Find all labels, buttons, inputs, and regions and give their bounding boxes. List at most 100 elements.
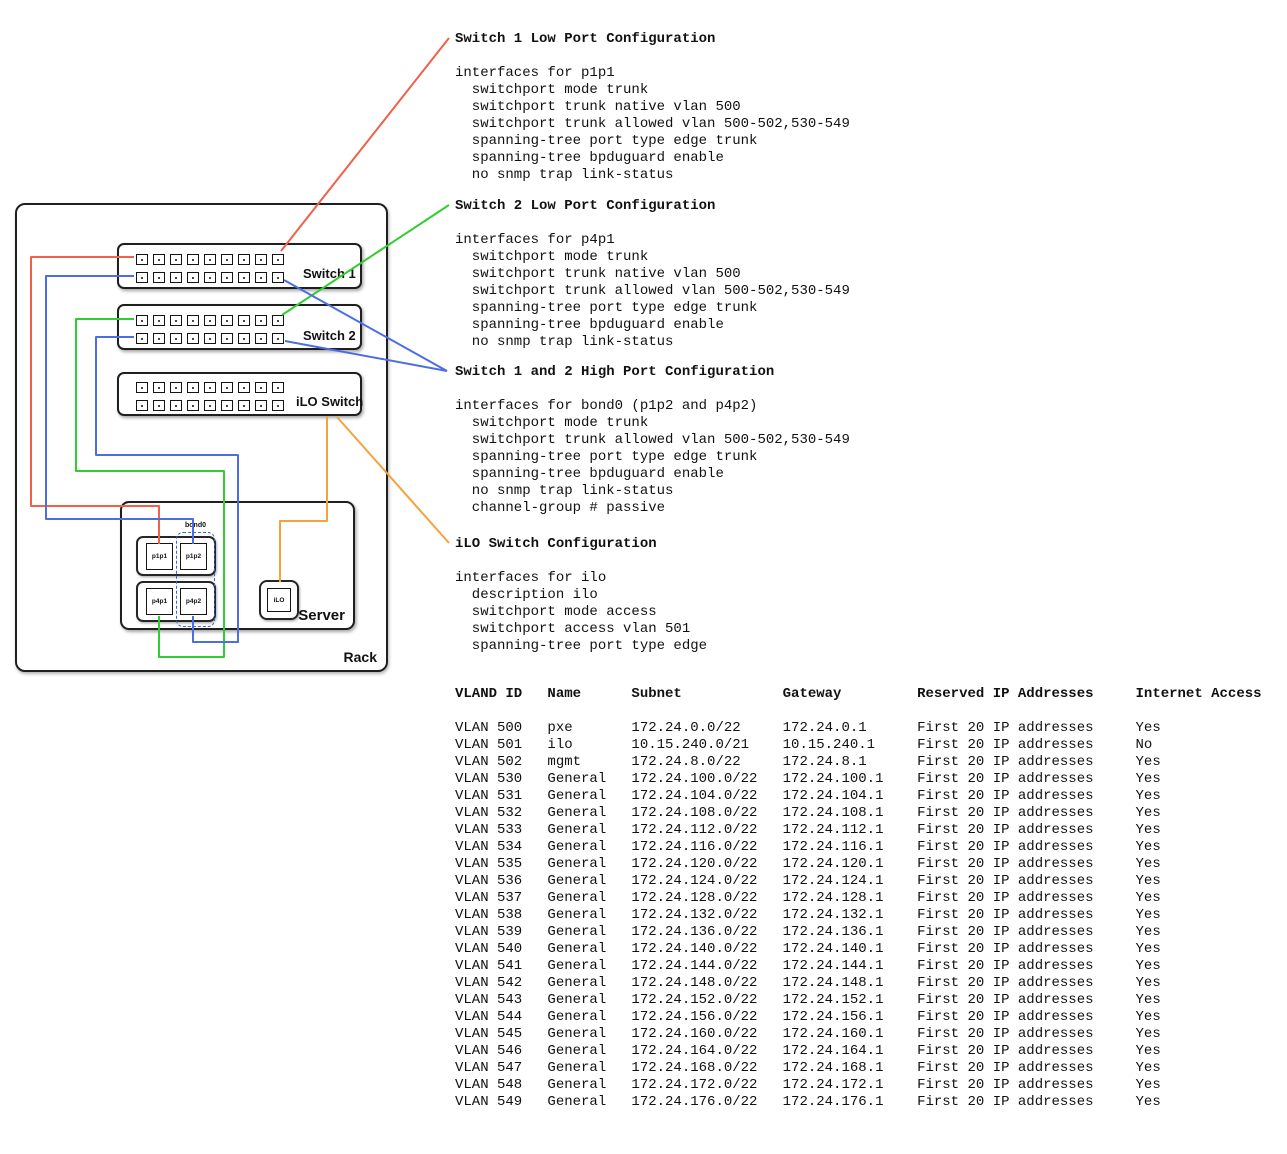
port-square [136,382,148,393]
config-title: iLO Switch Configuration [455,536,657,552]
port-dot [209,404,211,407]
config-body: interfaces for bond0 (p1p2 and p4p2) swi… [455,398,850,516]
bond0-label: bond0 [185,522,206,529]
port-square [136,400,148,411]
port-square [187,382,199,393]
port-square [136,254,148,265]
port-dot [192,404,194,407]
port-dot [192,386,194,389]
port-dot [141,258,143,261]
port-square [221,382,233,393]
port-dot [243,337,245,340]
port-square [272,315,284,326]
port-dot [141,386,143,389]
port-dot [175,276,177,279]
port-dot [192,319,194,322]
switch2-label: Switch 2 [303,328,356,343]
switch2-box [117,304,362,350]
port-square [153,254,165,265]
port-square [153,400,165,411]
port-square [170,254,182,265]
port-dot [277,404,279,407]
switch1-ports-bottom [136,272,284,283]
port-dot [226,386,228,389]
config-body: interfaces for p4p1 switchport mode trun… [455,232,850,350]
port-dot [158,276,160,279]
port-dot [243,319,245,322]
server-port-p4p1: p4p1 [146,588,173,615]
port-dot [260,337,262,340]
config-title: Switch 1 Low Port Configuration [455,31,716,47]
switch2-ports-bottom [136,333,284,344]
port-dot [141,404,143,407]
port-dot [158,258,160,261]
port-square [255,254,267,265]
switch2-ports-top [136,315,284,326]
port-dot [158,319,160,322]
config-block-switch1-low: Switch 1 Low Port Configuration interfac… [455,31,850,184]
port-square [204,333,216,344]
port-square [221,400,233,411]
port-square [153,333,165,344]
port-square [272,254,284,265]
port-dot [260,386,262,389]
port-dot [158,386,160,389]
port-dot [192,276,194,279]
port-square [170,400,182,411]
port-square [170,333,182,344]
port-dot [226,276,228,279]
switch1-ports-top [136,254,284,265]
port-square [204,400,216,411]
port-square [204,315,216,326]
port-dot [158,337,160,340]
port-square [170,272,182,283]
port-square [238,315,250,326]
port-square [204,272,216,283]
port-dot [175,386,177,389]
port-square [272,382,284,393]
port-square [272,333,284,344]
port-square [221,254,233,265]
port-square [221,272,233,283]
port-dot [226,337,228,340]
port-dot [141,337,143,340]
port-dot [175,258,177,261]
config-title: Switch 1 and 2 High Port Configuration [455,364,775,380]
port-dot [209,319,211,322]
port-dot [209,276,211,279]
port-dot [226,319,228,322]
vlan-table-rows: VLAN 500 pxe 172.24.0.0/22 172.24.0.1 Fi… [455,720,1161,1110]
config-title: Switch 2 Low Port Configuration [455,198,716,214]
port-square [238,382,250,393]
port-dot [175,319,177,322]
port-square [153,382,165,393]
port-dot [141,319,143,322]
config-block-switch2-low: Switch 2 Low Port Configuration interfac… [455,198,850,351]
port-dot [260,319,262,322]
server-port-p1p1: p1p1 [146,543,173,570]
port-dot [277,337,279,340]
port-dot [277,258,279,261]
port-dot [192,337,194,340]
port-dot [209,386,211,389]
port-dot [192,258,194,261]
port-square [187,315,199,326]
port-dot [226,258,228,261]
port-dot [243,386,245,389]
port-square [153,315,165,326]
port-square [136,333,148,344]
port-square [204,254,216,265]
port-square [255,272,267,283]
config-block-ilo-switch: iLO Switch Configuration interfaces for … [455,536,707,655]
port-square [221,315,233,326]
ilo-switch-ports-bottom [136,400,284,411]
port-square [187,254,199,265]
config-body: interfaces for p1p1 switchport mode trun… [455,65,850,183]
bond0-outline [176,532,215,627]
port-square [255,382,267,393]
port-square [187,333,199,344]
port-square [255,400,267,411]
vlan-table-header: VLAND ID Name Subnet Gateway Reserved IP… [455,686,1262,702]
rack-label: Rack [343,649,377,665]
